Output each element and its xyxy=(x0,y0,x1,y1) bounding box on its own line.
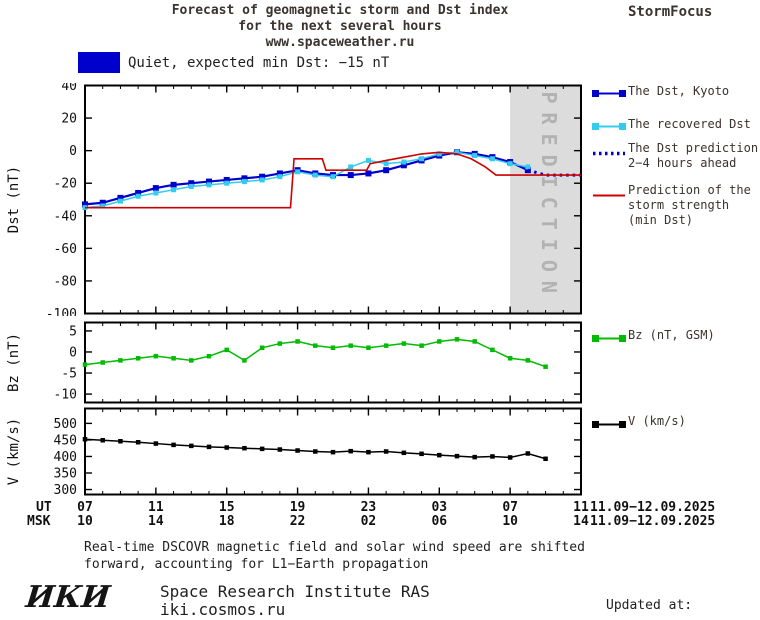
title-line-2: for the next several hours xyxy=(238,19,442,34)
recovered-dst-legend-marker xyxy=(592,123,626,130)
svg-text:40: 40 xyxy=(61,83,77,94)
x-tick-label: 02 xyxy=(360,514,377,529)
legend-dst-prediction-line1: The Dst prediction xyxy=(628,141,759,155)
msk-date-range: 11.09−12.09.2025 xyxy=(590,514,716,529)
legend-dst-prediction: The Dst prediction 2−4 hours ahead xyxy=(628,141,758,171)
x-tick-label: 10 xyxy=(77,514,93,529)
msk-tick-row: 10 14 18 22 02 06 10 14 xyxy=(0,514,760,529)
x-tick-label: 14 xyxy=(148,514,164,529)
legend-dst-kyoto: The Dst, Kyoto xyxy=(628,84,730,98)
legend-storm-line2: storm strength xyxy=(628,198,730,212)
institute-website: iki.cosmos.ru xyxy=(160,600,286,619)
svg-text:Bz (nT): Bz (nT) xyxy=(6,333,22,392)
dst-chart: PREDICTION 40 20 0 -20 -40 -60 -80 -100 Dst (nT) xyxy=(6,83,582,316)
footnote-line2: forward, accounting for L1−Earth propaga… xyxy=(84,557,429,572)
legend-v: V (km/s) xyxy=(628,414,686,428)
bz-legend-marker xyxy=(592,335,626,342)
title-line-1: Forecast of geomagnetic storm and Dst in… xyxy=(171,3,509,18)
storm-prediction-legend-marker xyxy=(593,194,625,197)
svg-text:350: 350 xyxy=(54,467,77,482)
legend-storm-line1: Prediction of the xyxy=(628,183,751,197)
page-title: Forecast of geomagnetic storm and Dst in… xyxy=(60,3,620,51)
legend-recovered-dst: The recovered Dst xyxy=(628,117,751,131)
svg-text:400: 400 xyxy=(54,450,77,465)
dst-prediction-legend-marker xyxy=(593,151,625,156)
dst-kyoto-legend-marker xyxy=(592,90,626,97)
svg-text:450: 450 xyxy=(54,433,77,448)
svg-text:0: 0 xyxy=(69,345,77,360)
bz-chart: 5 0 -5 -10 Bz (nT) xyxy=(6,321,582,404)
legend-storm-line3: (min Dst) xyxy=(628,213,694,227)
v-legend-marker xyxy=(592,421,626,428)
x-tick-label: 10 xyxy=(502,514,518,529)
svg-text:V (km/s): V (km/s) xyxy=(6,418,22,485)
ut-date-range: 11.09−12.09.2025 xyxy=(590,500,716,515)
msk-axis-label: MSK xyxy=(27,514,51,529)
legend-bz: Bz (nT, GSM) xyxy=(628,328,715,342)
status-color-swatch xyxy=(78,52,120,73)
x-tick-label: 11 xyxy=(148,500,164,515)
svg-text:20: 20 xyxy=(61,112,77,127)
svg-text:500: 500 xyxy=(54,417,77,432)
svg-text:300: 300 xyxy=(54,483,77,497)
svg-text:-60: -60 xyxy=(54,242,77,257)
updated-block: Updated at: UT 07:05, 12.09.2025 MSK 10:… xyxy=(588,563,752,620)
svg-text:-100: -100 xyxy=(46,307,77,316)
status-text: Quiet, expected min Dst: −15 nT xyxy=(128,55,390,71)
updated-label: Updated at: xyxy=(606,598,693,613)
iki-logo: ИКИ xyxy=(24,580,112,615)
x-tick-label: 07 xyxy=(502,500,518,515)
footnote-line1: Real-time DSCOVR magnetic field and sola… xyxy=(84,540,585,555)
legend-storm-prediction: Prediction of the storm strength (min Ds… xyxy=(628,183,751,228)
legend-dst-prediction-line2: 2−4 hours ahead xyxy=(628,156,737,170)
x-tick-label: 18 xyxy=(218,514,235,529)
x-tick-label: 03 xyxy=(431,500,448,515)
ut-axis-label: UT xyxy=(36,500,52,515)
stormfocus-logo-text: StormFocus xyxy=(628,4,713,20)
x-tick-label: 11 xyxy=(573,500,589,515)
svg-text:Dst (nT): Dst (nT) xyxy=(6,166,22,233)
svg-text:-20: -20 xyxy=(54,177,77,192)
x-tick-label: 23 xyxy=(360,500,377,515)
svg-text:PREDICTION: PREDICTION xyxy=(537,92,561,302)
x-tick-label: 22 xyxy=(289,514,306,529)
x-tick-label: 15 xyxy=(218,500,235,515)
footnote: Real-time DSCOVR magnetic field and sola… xyxy=(84,539,585,573)
svg-text:-40: -40 xyxy=(54,209,77,224)
institute-name: Space Research Institute RAS xyxy=(160,582,430,601)
svg-text:-5: -5 xyxy=(61,367,77,382)
spaceweather-url: www.spaceweather.ru xyxy=(265,35,415,50)
svg-text:5: 5 xyxy=(69,324,77,339)
x-tick-label: 19 xyxy=(289,500,306,515)
x-tick-label: 06 xyxy=(431,514,448,529)
svg-text:0: 0 xyxy=(69,144,77,159)
ut-tick-row: 07 11 15 19 23 03 07 11 xyxy=(0,500,760,515)
svg-text:-80: -80 xyxy=(54,274,77,289)
x-tick-label: 07 xyxy=(77,500,93,515)
x-tick-label: 14 xyxy=(573,514,589,529)
svg-text:-10: -10 xyxy=(54,388,77,403)
